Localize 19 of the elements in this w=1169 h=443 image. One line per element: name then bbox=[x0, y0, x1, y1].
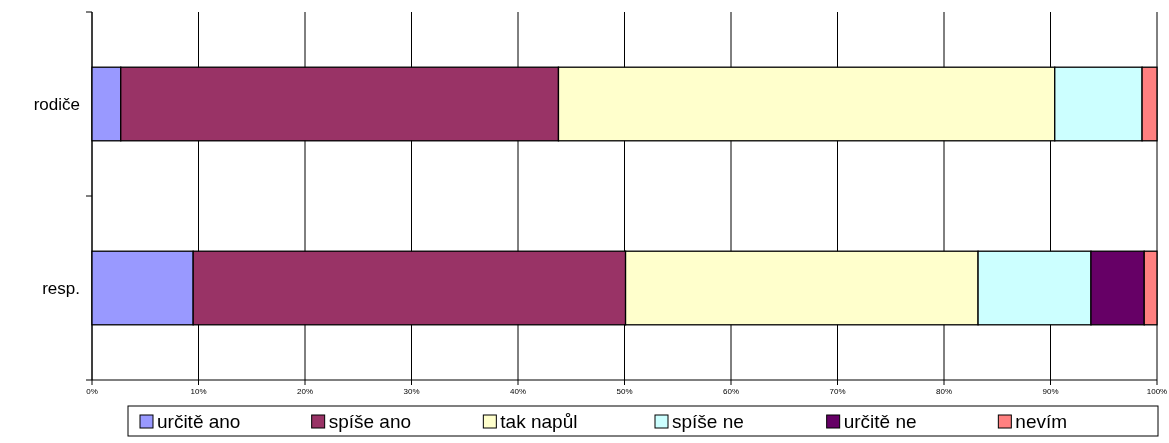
x-tick-label: 90% bbox=[1042, 387, 1059, 396]
legend-label: spíše ne bbox=[672, 410, 744, 432]
legend-label: nevím bbox=[1015, 410, 1068, 432]
x-tick-label: 100% bbox=[1146, 387, 1168, 396]
x-tick-label: 70% bbox=[829, 387, 846, 396]
legend-label: tak napůl bbox=[500, 410, 578, 432]
legend-label: určitě ne bbox=[843, 410, 917, 432]
x-tick-label: 80% bbox=[935, 387, 953, 396]
x-tick-label: 30% bbox=[403, 387, 420, 396]
x-tick-label: 60% bbox=[722, 387, 740, 396]
y-tick-label: resp. bbox=[42, 278, 80, 298]
x-tick-label: 10% bbox=[190, 387, 207, 396]
x-tick-label: 0% bbox=[86, 387, 98, 396]
legend-label: určitě ano bbox=[157, 410, 241, 432]
x-tick-label: 20% bbox=[296, 387, 314, 396]
x-tick-label: 40% bbox=[509, 387, 527, 396]
y-tick-label: rodiče bbox=[33, 94, 80, 114]
x-tick-label: 50% bbox=[616, 387, 633, 396]
legend-label: spíše ano bbox=[328, 410, 412, 432]
